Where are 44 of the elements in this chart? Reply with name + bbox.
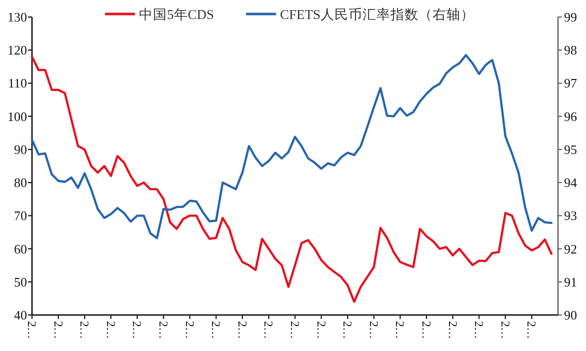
x-tick-label: 2… <box>25 321 39 339</box>
legend-label: 中国5年CDS <box>139 7 214 22</box>
x-tick-label: 2… <box>340 321 355 339</box>
x-tick-label: 2… <box>104 321 118 339</box>
x-tick-label: 2… <box>182 321 197 339</box>
y-tick-label: 120 <box>8 42 27 58</box>
y-tick-label: 60 <box>14 241 27 256</box>
y-tick-label: 50 <box>14 274 27 290</box>
y2-tick-label: 95 <box>564 142 577 157</box>
line-series <box>30 56 553 303</box>
line-series <box>30 54 553 240</box>
y2-tick-label: 96 <box>564 108 578 124</box>
y2-tick-label: 91 <box>564 274 577 290</box>
y2-tick-label: 93 <box>564 208 577 224</box>
x-tick-label: 2… <box>366 321 381 339</box>
x-tick-label: 2… <box>130 321 144 339</box>
y2-tick-label: 90 <box>564 308 577 322</box>
x-tick-label: 2… <box>420 321 434 339</box>
y-tick-label: 80 <box>14 175 27 190</box>
y-tick-label: 40 <box>14 308 27 322</box>
x-tick-label: 2… <box>472 321 486 339</box>
y2-tick-label: 97 <box>564 76 578 91</box>
x-tick-label: 2… <box>288 321 302 339</box>
x-tick-label: 2… <box>51 321 66 339</box>
x-tick-label: 2… <box>78 321 92 339</box>
x-tick-label: 2… <box>209 321 224 339</box>
legend-label: CFETS人民币汇率指数（右轴） <box>280 7 475 22</box>
x-tick-label: 2… <box>314 321 328 339</box>
y2-tick-label: 92 <box>564 241 577 256</box>
y2-tick-label: 99 <box>564 10 577 24</box>
x-tick-label: 2… <box>235 321 250 339</box>
y-tick-label: 90 <box>14 142 27 157</box>
y-tick-label: 130 <box>8 10 27 24</box>
y2-tick-label: 94 <box>564 175 578 190</box>
x-tick-label: 2… <box>524 321 539 339</box>
y-tick-label: 110 <box>8 76 27 91</box>
x-tick-label: 2… <box>446 321 460 339</box>
y2-tick-label: 98 <box>564 42 577 58</box>
x-tick-label: 2… <box>262 321 276 339</box>
x-tick-label: 2… <box>498 321 512 339</box>
x-tick-label: 2… <box>156 321 170 339</box>
y-tick-label: 70 <box>14 208 27 224</box>
x-tick-label: 2… <box>393 321 408 339</box>
y-tick-label: 100 <box>8 108 27 124</box>
